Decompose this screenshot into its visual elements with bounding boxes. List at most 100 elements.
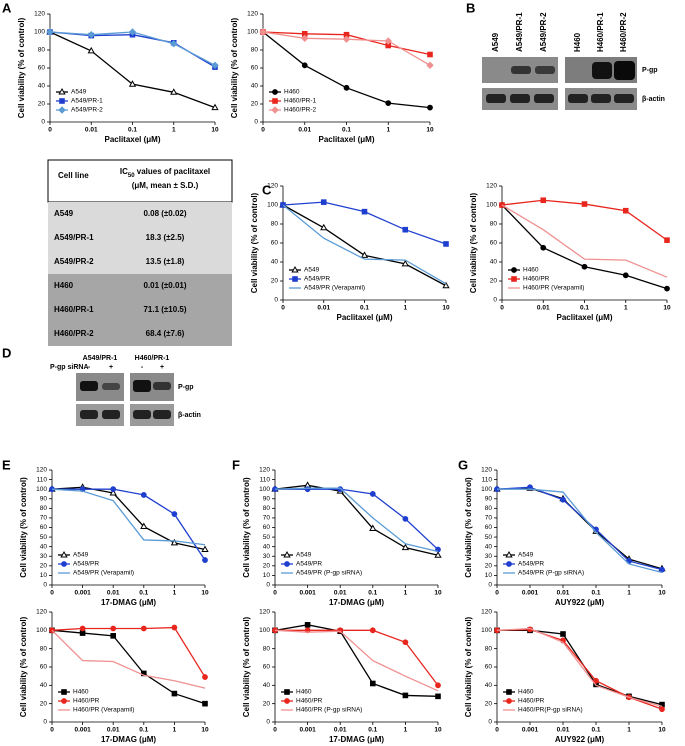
marker: [426, 61, 434, 70]
legend-marker: [284, 561, 290, 567]
y-tick-label: 100: [486, 202, 497, 209]
y-tick-label: 0: [274, 297, 278, 304]
legend-label: H460: [296, 689, 312, 696]
band: [510, 94, 530, 103]
y-tick-label: 90: [263, 495, 271, 502]
x-tick-label: 0.1: [591, 590, 600, 597]
marker: [202, 700, 208, 707]
y-tick-label: 120: [36, 467, 47, 474]
x-tick-label: 1: [172, 127, 176, 134]
legend-label: A549/PR-2: [71, 107, 103, 114]
marker: [434, 551, 442, 558]
x-tick-label: 10: [201, 727, 209, 734]
band: [614, 61, 635, 80]
text: IC: [120, 167, 128, 176]
x-axis-label: 17-DMAG (μM): [329, 598, 384, 607]
marker: [664, 285, 670, 292]
legend-label: A549: [71, 89, 87, 96]
marker: [140, 625, 147, 632]
lane-label: -: [88, 364, 91, 371]
marker: [110, 625, 117, 632]
marker: [110, 486, 117, 493]
marker: [443, 241, 449, 247]
x-tick-label: 1: [404, 590, 408, 597]
legend-marker: [506, 561, 512, 567]
marker: [402, 515, 409, 522]
marker: [211, 103, 219, 111]
legend-marker: [511, 276, 517, 282]
marker: [171, 624, 178, 631]
marker: [46, 28, 54, 36]
x-tick-label: 0.01: [334, 590, 347, 597]
x-tick-label: 0: [495, 590, 499, 597]
y-tick-label: 100: [481, 486, 492, 493]
y-tick-label: 30: [40, 553, 48, 560]
x-tick-label: 0.001: [299, 727, 316, 734]
x-tick-label: 0.001: [522, 590, 539, 597]
series-line: [501, 204, 668, 278]
y-tick-label: 30: [263, 553, 271, 560]
x-tick-label: 1: [404, 727, 408, 734]
legend-marker: [272, 89, 278, 95]
blot-row-label: P-gp: [642, 67, 658, 74]
legend-label: A549/PR: [304, 276, 330, 283]
y-tick-label: 100: [481, 627, 492, 634]
marker: [211, 61, 219, 70]
y-tick-label: 80: [271, 221, 279, 228]
y-tick-label: 90: [40, 495, 48, 502]
y-axis-label: Cell viability (% of control): [469, 192, 478, 293]
y-tick-label: 60: [263, 664, 271, 671]
y-tick-label: 10: [263, 572, 271, 579]
marker: [342, 35, 351, 43]
marker: [402, 692, 409, 699]
y-tick-label: 80: [485, 645, 493, 652]
legend-label: A549/PR (Verapamil): [73, 570, 134, 577]
y-tick-label: 50: [40, 534, 48, 541]
x-tick-label: 10: [658, 590, 666, 597]
marker: [128, 80, 137, 87]
table-header: [47, 159, 233, 203]
y-tick-label: 110: [260, 476, 271, 483]
x-axis-label: Paclitaxel (μM): [104, 135, 160, 144]
x-tick-label: 10: [434, 727, 442, 734]
lane-label: -: [141, 364, 144, 371]
x-tick-label: 0.01: [557, 590, 570, 597]
table: Cell line IC50 values of paclitaxel (μM,…: [47, 159, 233, 346]
y-tick-label: 80: [263, 505, 271, 512]
band: [133, 410, 151, 419]
legend-label: H460/PR-2: [284, 107, 317, 114]
x-tick-label: 0.1: [139, 727, 148, 734]
marker: [560, 631, 566, 637]
legend-label: A549/PR: [296, 561, 322, 568]
blot-treatment-label: P-gp siRNA: [50, 364, 89, 371]
x-axis-label: Paclitaxel (μM): [318, 135, 374, 144]
table-cell: H460/PR-1: [54, 305, 94, 314]
x-tick-label: 0.01: [334, 727, 347, 734]
marker: [581, 263, 588, 270]
legend-label: H460/PR (Verapamil): [523, 285, 584, 292]
y-tick-label: 40: [263, 543, 271, 550]
x-tick-label: 0: [50, 590, 54, 597]
blot-column-label: A549/PR-2: [539, 12, 548, 52]
y-tick-label: 100: [34, 29, 45, 36]
legend-label: A549/PR (Verapamil): [304, 285, 365, 292]
x-tick-label: 0.01: [298, 127, 311, 134]
marker: [360, 251, 369, 258]
y-axis-label: Cell viability (% of control): [464, 616, 473, 717]
y-tick-label: 20: [40, 563, 48, 570]
chart: 0 20 40 60 80 100 120 0 0.01 0.1 1 10 Paclitaxel (μM…: [250, 183, 450, 322]
y-tick-label: 0: [43, 582, 47, 589]
x-tick-label: 0.1: [368, 590, 377, 597]
band: [80, 410, 98, 419]
blot-column-label: H460/PR-1: [596, 12, 605, 52]
chart: 0 20 40 60 80 100 120 0 0.01 0.1 1 10 Paclitaxel (μM…: [230, 11, 434, 144]
table-cell: 0.01 (±0.01): [143, 281, 186, 290]
x-axis-label: Paclitaxel (μM): [556, 313, 612, 322]
legend-label: H460/PR: [296, 698, 323, 705]
legend-marker: [58, 87, 66, 95]
y-axis-label: Cell viability (% of control): [19, 616, 28, 717]
y-tick-label: 20: [40, 700, 48, 707]
marker: [384, 37, 392, 45]
y-tick-label: 120: [36, 609, 47, 616]
